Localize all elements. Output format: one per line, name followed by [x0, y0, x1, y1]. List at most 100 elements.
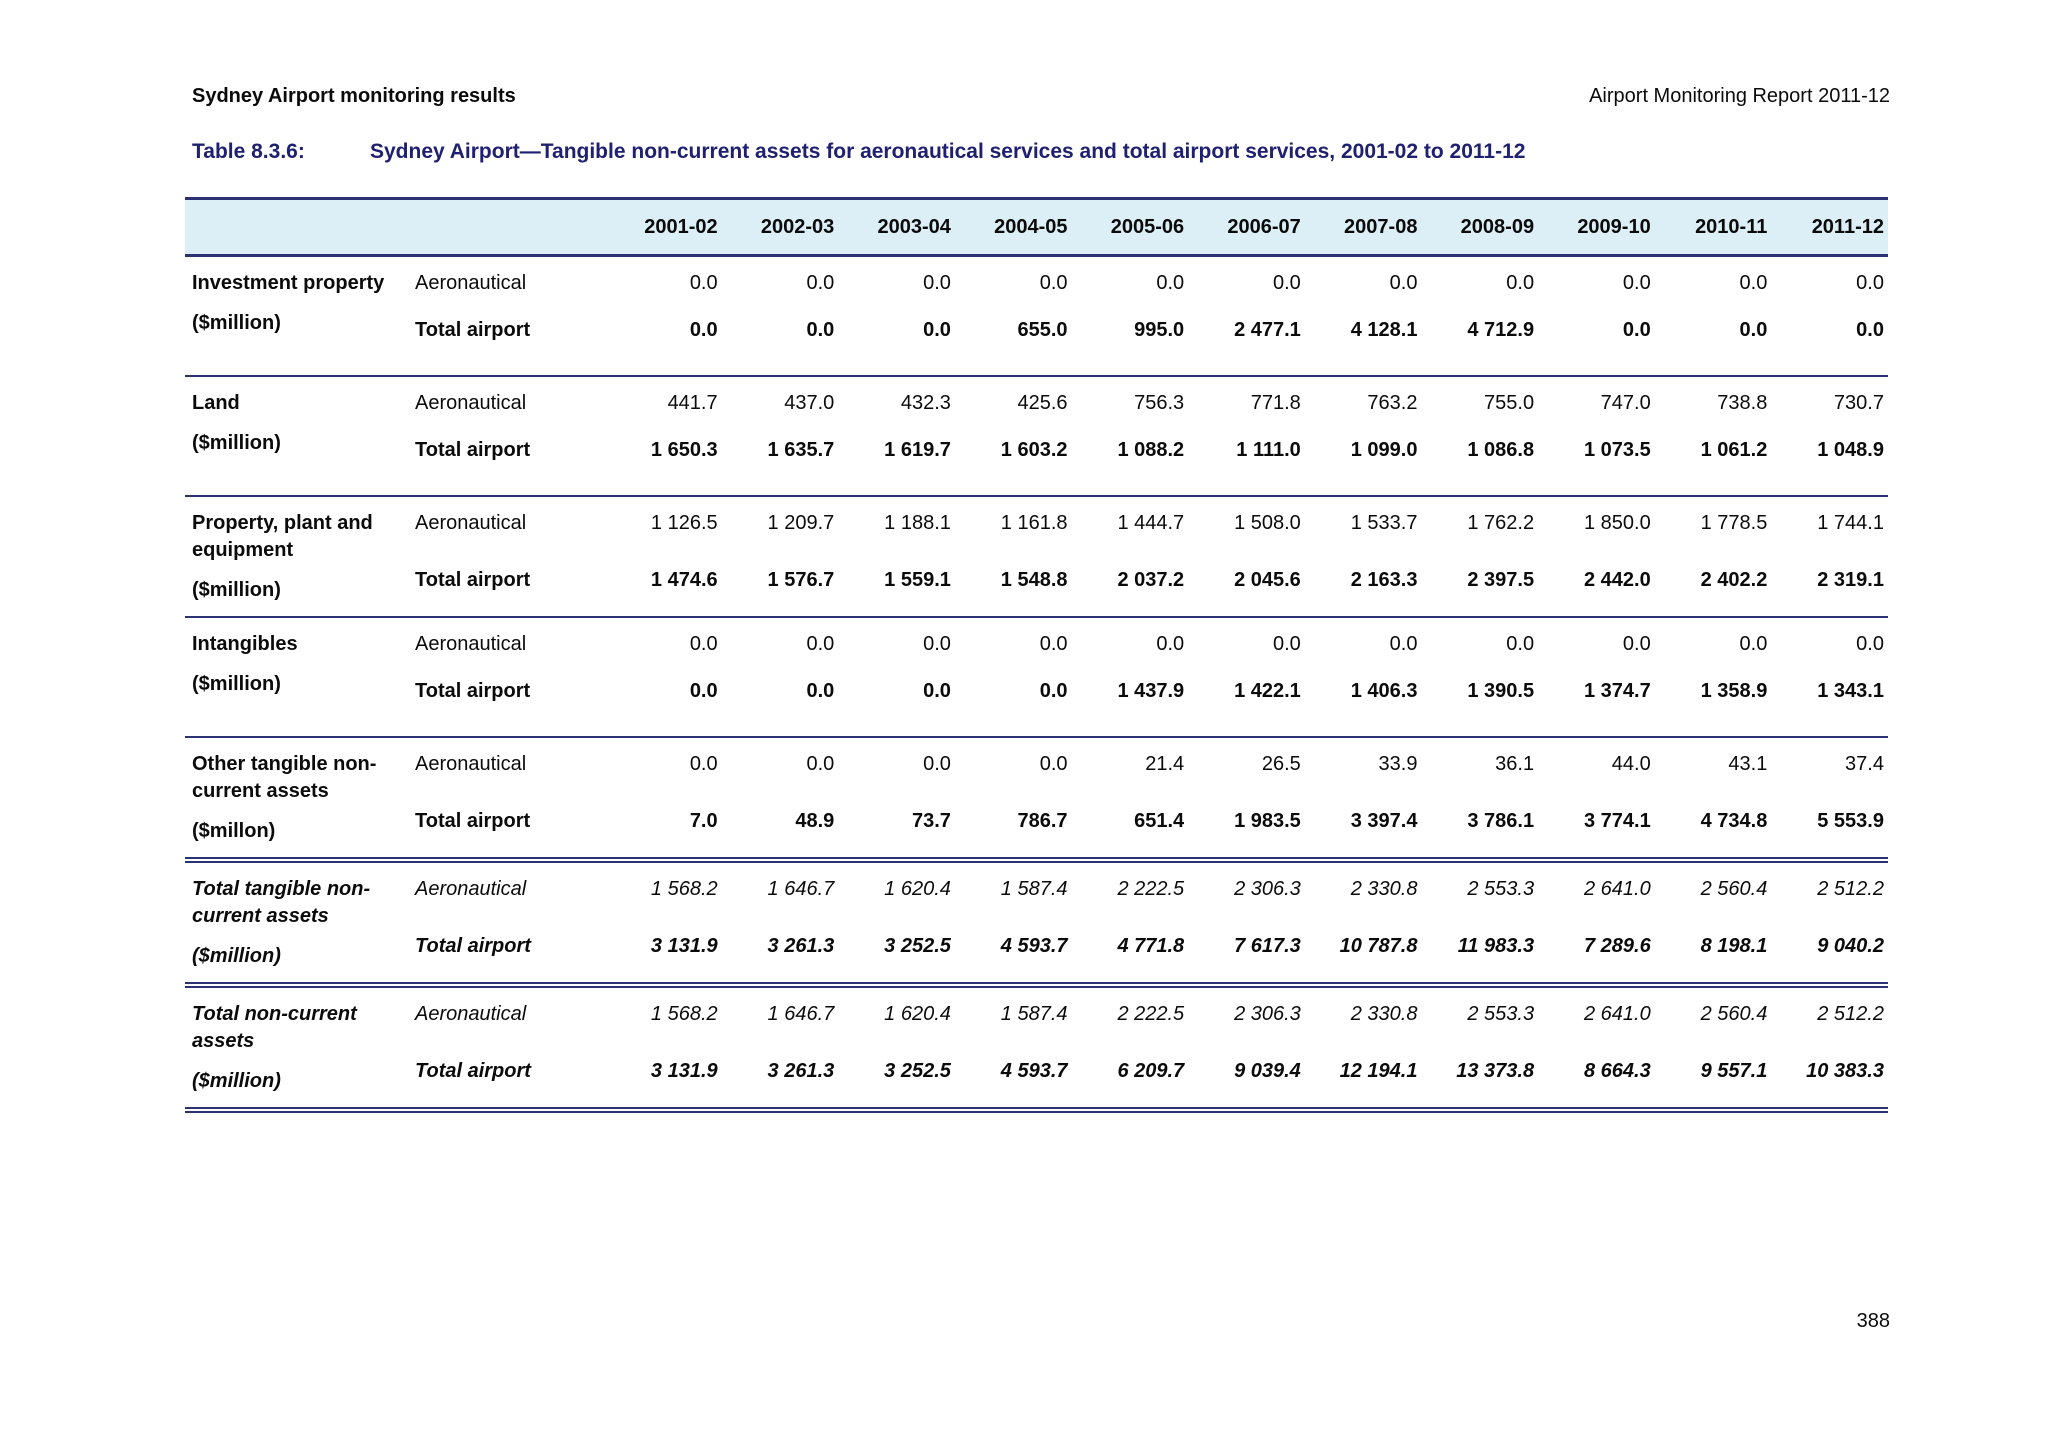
value-cell: 1 559.1: [884, 569, 951, 591]
series-label: Aeronautical: [415, 878, 527, 900]
value-cell: 4 593.7: [1000, 1060, 1068, 1082]
value-cell: 21.4: [1145, 753, 1185, 775]
series-label: Total airport: [415, 319, 531, 341]
value-cell: 1 568.2: [650, 1003, 718, 1025]
value-cell: 0.0: [1739, 272, 1768, 294]
doc-header-left: Sydney Airport monitoring results: [192, 85, 516, 107]
value-cell: 4 771.8: [1117, 935, 1185, 957]
table-title: Sydney Airport—Tangible non-current asse…: [370, 140, 1526, 163]
series-label: Aeronautical: [415, 272, 527, 294]
value-cell: 0.0: [1039, 753, 1068, 775]
value-cell: 0.0: [1389, 633, 1418, 655]
year-header: 2002-03: [760, 215, 835, 238]
value-cell: 1 587.4: [1000, 1003, 1068, 1025]
value-cell: 0.0: [1156, 633, 1185, 655]
value-cell: 1 508.0: [1234, 512, 1301, 534]
value-cell: 3 131.9: [650, 935, 718, 957]
data-table: 2001-02 2002-03 2003-04 2004-05 2005-06 2006-…: [185, 197, 1888, 1113]
value-cell: 0.0: [1506, 633, 1535, 655]
value-cell: 1 533.7: [1350, 512, 1418, 534]
page-number: 388: [1856, 1310, 1890, 1332]
asset-unit: ($million): [192, 945, 281, 967]
value-cell: 1 568.2: [650, 878, 718, 900]
value-cell: 2 330.8: [1350, 878, 1418, 900]
value-cell: 10 787.8: [1339, 935, 1418, 957]
series-label: Aeronautical: [415, 753, 527, 775]
value-cell: 2 397.5: [1467, 569, 1535, 591]
value-cell: 1 209.7: [767, 512, 835, 534]
asset-unit: ($million): [192, 579, 281, 601]
value-cell: 730.7: [1833, 392, 1884, 414]
asset-group: Land ($million) Aeronautical 441.7 437.0 432.…: [185, 377, 1888, 497]
value-cell: 36.1: [1495, 753, 1535, 775]
group-label-cell: Total tangible non-current assets ($milli…: [185, 863, 415, 970]
value-cell: 2 512.2: [1817, 1003, 1884, 1025]
value-cell: 2 163.3: [1350, 569, 1418, 591]
value-cell: 2 045.6: [1234, 569, 1301, 591]
value-cell: 44.0: [1611, 753, 1651, 775]
value-cell: 0.0: [806, 272, 835, 294]
value-cell: 2 330.8: [1350, 1003, 1418, 1025]
year-header: 2003-04: [877, 215, 951, 238]
value-cell: 756.3: [1134, 392, 1185, 414]
value-cell: 0.0: [689, 753, 718, 775]
series-label: Total airport: [415, 810, 531, 832]
asset-group: Total non-current assets ($million) Aerona…: [185, 988, 1888, 1113]
series-label: Aeronautical: [415, 1003, 527, 1025]
value-cell: 2 553.3: [1467, 1003, 1535, 1025]
value-cell: 3 786.1: [1467, 810, 1535, 832]
value-cell: 0.0: [1506, 272, 1535, 294]
doc-header: Sydney Airport monitoring results Airpor…: [192, 84, 1890, 108]
value-cell: 7 617.3: [1234, 935, 1301, 957]
value-cell: 1 646.7: [767, 878, 835, 900]
value-cell: 1 635.7: [767, 439, 835, 461]
asset-group: Total tangible non-current assets ($milli…: [185, 863, 1888, 988]
group-label-cell: Intangibles ($million): [185, 618, 415, 705]
value-cell: 1 474.6: [650, 569, 718, 591]
series-label: Aeronautical: [415, 392, 527, 414]
value-cell: 4 593.7: [1000, 935, 1068, 957]
value-cell: 2 641.0: [1583, 878, 1651, 900]
year-header: 2008-09: [1460, 215, 1535, 238]
value-cell: 0.0: [923, 633, 951, 655]
value-cell: 655.0: [1017, 319, 1068, 341]
value-cell: 37.4: [1845, 753, 1884, 775]
value-cell: 3 261.3: [767, 935, 835, 957]
value-cell: 7.0: [689, 810, 718, 832]
value-cell: 1 088.2: [1117, 439, 1185, 461]
value-cell: 0.0: [806, 753, 835, 775]
series-label: Total airport: [415, 1060, 531, 1082]
value-cell: 1 587.4: [1000, 878, 1068, 900]
value-cell: 0.0: [923, 272, 951, 294]
value-cell: 2 319.1: [1817, 569, 1884, 591]
value-cell: 2 477.1: [1234, 319, 1301, 341]
value-cell: 2 306.3: [1234, 1003, 1301, 1025]
value-cell: 995.0: [1134, 319, 1185, 341]
value-cell: 0.0: [806, 319, 835, 341]
value-cell: 2 402.2: [1700, 569, 1768, 591]
value-cell: 2 222.5: [1117, 1003, 1185, 1025]
year-header: 2009-10: [1577, 215, 1651, 238]
series-label: Total airport: [415, 569, 531, 591]
value-cell: 0.0: [689, 633, 718, 655]
value-cell: 2 306.3: [1234, 878, 1301, 900]
value-cell: 0.0: [1389, 272, 1418, 294]
value-cell: 1 576.7: [767, 569, 835, 591]
value-cell: 2 037.2: [1117, 569, 1185, 591]
asset-unit: ($million): [192, 1070, 281, 1092]
value-cell: 4 128.1: [1350, 319, 1418, 341]
group-label-cell: Total non-current assets ($million): [185, 988, 415, 1095]
value-cell: 1 548.8: [1000, 569, 1068, 591]
value-cell: 2 641.0: [1583, 1003, 1651, 1025]
value-cell: 3 261.3: [767, 1060, 835, 1082]
value-cell: 1 744.1: [1817, 512, 1884, 534]
year-header: 2010-11: [1695, 215, 1768, 238]
doc-header-right: Airport Monitoring Report 2011-12: [1589, 85, 1890, 107]
value-cell: 0.0: [1273, 272, 1301, 294]
value-cell: 0.0: [1156, 272, 1185, 294]
table-title-row: Table 8.3.6: Sydney Airport—Tangible non…: [192, 139, 1912, 165]
value-cell: 1 437.9: [1117, 680, 1185, 702]
value-cell: 1 161.8: [1000, 512, 1068, 534]
value-cell: 0.0: [1039, 272, 1068, 294]
value-cell: 1 111.0: [1236, 439, 1301, 461]
